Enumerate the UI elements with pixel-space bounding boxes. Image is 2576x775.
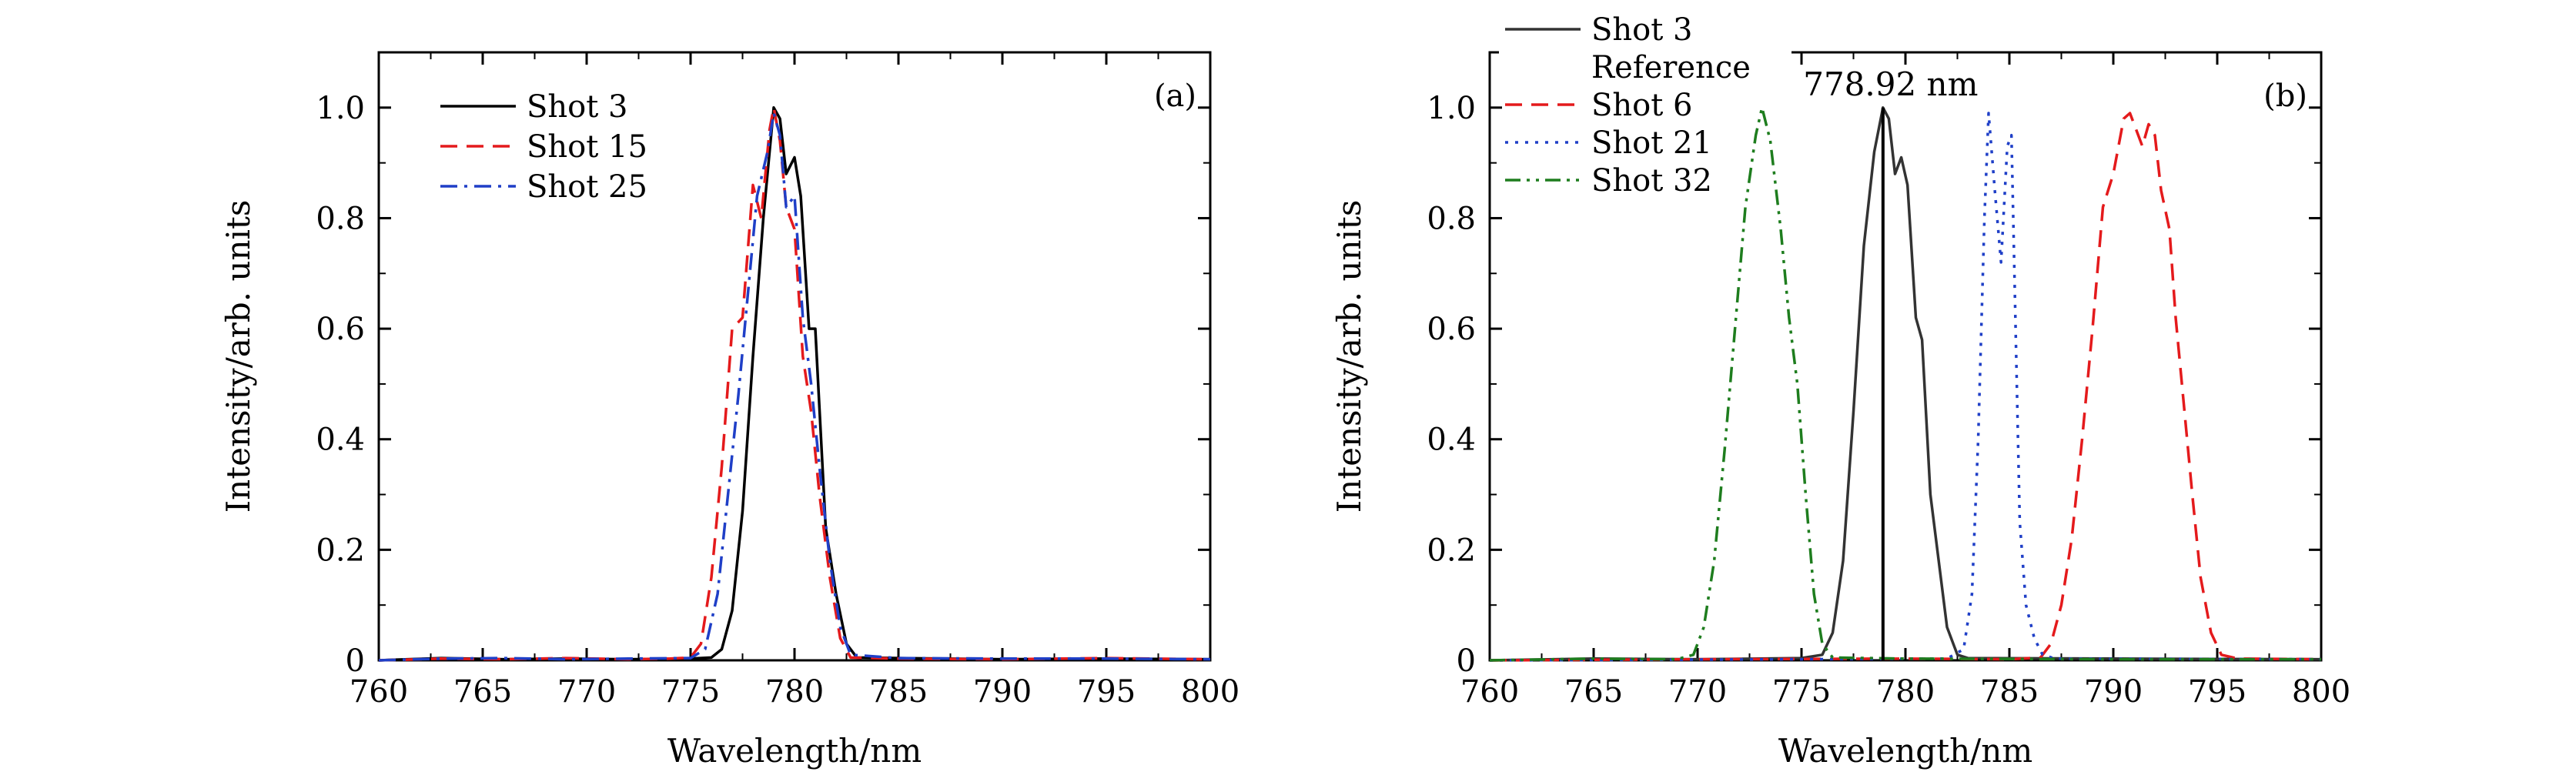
series-line-shot-25 xyxy=(378,112,1211,662)
y-tick-label: 0 xyxy=(1457,643,1476,679)
x-tick-label: 775 xyxy=(661,674,720,710)
series-group-b xyxy=(1489,106,2322,662)
x-tick-label: 785 xyxy=(869,674,928,710)
legend-label: Shot 15 xyxy=(527,129,647,165)
legend-background-b xyxy=(1499,6,1791,99)
x-axis-label-a: Wavelength/nm xyxy=(667,732,922,770)
y-tick-label: 0.6 xyxy=(1427,312,1476,347)
legend-label: Shot 3 xyxy=(527,89,627,125)
legend-a: Shot 3 Shot 15 Shot 25 xyxy=(440,89,647,205)
y-axis-label-b: Intensity/arb. units xyxy=(1330,200,1368,513)
x-tick-label: 770 xyxy=(557,674,616,710)
y-tick-label: 1.0 xyxy=(316,91,365,126)
plot-frame-a xyxy=(377,51,1212,662)
legend-label: Shot 25 xyxy=(527,169,647,205)
x-tick-label: 800 xyxy=(2292,674,2350,710)
y-tick-label: 0.6 xyxy=(316,312,365,347)
series-group-a xyxy=(378,106,1211,662)
y-tick-label: 0.4 xyxy=(1427,423,1476,458)
y-axis-a: 0 0.2 0.4 0.6 0.8 1.0 xyxy=(316,52,1210,679)
legend-label: Reference xyxy=(1591,50,1751,85)
x-tick-label: 795 xyxy=(2188,674,2246,710)
y-tick-label: 0.8 xyxy=(316,201,365,236)
series-line-shot-15 xyxy=(378,106,1211,662)
series-line-shot-3 xyxy=(378,106,1211,662)
x-tick-label: 765 xyxy=(453,674,512,710)
legend-label: Shot 3 xyxy=(1591,12,1692,48)
x-tick-label: 760 xyxy=(350,674,408,710)
panel-b: 0 0.2 0.4 0.6 0.8 1.0 760 765 770 775 780 785 790 79… xyxy=(1330,6,2350,770)
x-tick-label: 770 xyxy=(1668,674,1727,710)
x-tick-label: 780 xyxy=(1876,674,1935,710)
x-tick-label: 760 xyxy=(1460,674,1519,710)
x-tick-label: 790 xyxy=(2084,674,2143,710)
x-tick-label: 780 xyxy=(765,674,824,710)
reference-wavelength-label: 778.92 nm xyxy=(1803,65,1978,103)
panel-tag-a: (a) xyxy=(1154,79,1196,114)
y-tick-label: 0.2 xyxy=(316,533,365,568)
x-axis-b: 760 765 770 775 780 785 790 795 800 xyxy=(1460,52,2350,710)
y-tick-label: 0.8 xyxy=(1427,201,1476,236)
x-tick-label: 795 xyxy=(1077,674,1136,710)
y-tick-label: 0.4 xyxy=(316,423,365,458)
panel-a: 0 0.2 0.4 0.6 0.8 1.0 760 765 770 775 780 785 790 79… xyxy=(219,51,1239,770)
y-tick-label: 0 xyxy=(346,643,365,679)
legend-label: Shot 6 xyxy=(1591,88,1692,123)
y-tick-label: 1.0 xyxy=(1427,91,1476,126)
legend-label: Shot 32 xyxy=(1591,163,1712,199)
series-line-shot-6 xyxy=(1489,112,2322,662)
x-tick-label: 765 xyxy=(1564,674,1623,710)
x-tick-label: 785 xyxy=(1980,674,2039,710)
series-line-shot-3 xyxy=(1489,106,2322,662)
x-tick-label: 790 xyxy=(973,674,1032,710)
x-axis-label-b: Wavelength/nm xyxy=(1778,732,2032,770)
x-tick-label: 775 xyxy=(1772,674,1831,710)
legend-label: Shot 21 xyxy=(1591,125,1712,161)
y-axis-label-a: Intensity/arb. units xyxy=(219,200,257,513)
x-axis-a: 760 765 770 775 780 785 790 795 800 xyxy=(350,52,1239,710)
series-line-shot-32 xyxy=(1489,106,2321,662)
x-tick-label: 800 xyxy=(1181,674,1239,710)
panel-tag-b: (b) xyxy=(2263,79,2307,114)
y-axis-b: 0 0.2 0.4 0.6 0.8 1.0 xyxy=(1427,52,2321,679)
y-tick-label: 0.2 xyxy=(1427,533,1476,568)
series-line-shot-21 xyxy=(1489,112,2322,662)
